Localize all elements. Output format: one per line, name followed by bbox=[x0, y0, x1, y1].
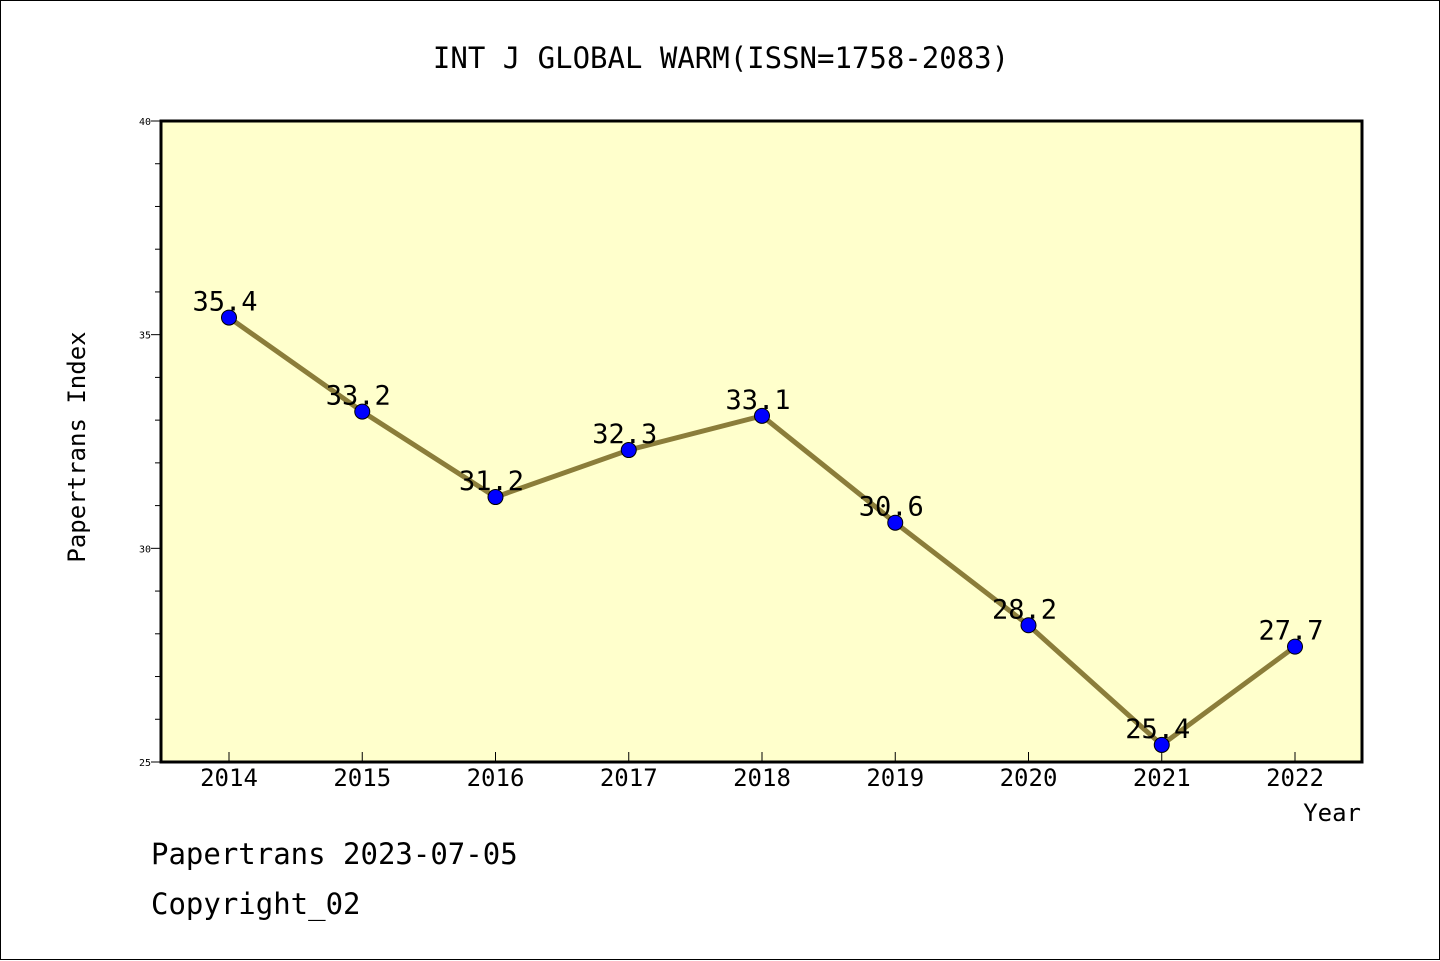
data-point bbox=[754, 407, 770, 424]
y-tick-label: 30 bbox=[139, 544, 151, 555]
x-tick-label: 2022 bbox=[1266, 764, 1324, 792]
data-point bbox=[1153, 736, 1170, 753]
y-tick-label: 25 bbox=[139, 758, 151, 769]
y-tick-label: 35 bbox=[139, 331, 151, 342]
y-tick-label: 40 bbox=[139, 117, 151, 128]
chart-title: INT J GLOBAL WARM(ISSN=1758-2083) bbox=[433, 41, 1009, 75]
data-label: 35.4 bbox=[192, 287, 257, 318]
x-tick-label: 2018 bbox=[733, 764, 791, 792]
data-point bbox=[1287, 638, 1303, 655]
x-axis-ticks: 2014 2015 2016 2017 2018 2019 2020 2021 2022 bbox=[200, 752, 1324, 792]
footer-date-text: Papertrans 2023-07-05 bbox=[151, 837, 518, 871]
x-tick-label: 2021 bbox=[1133, 764, 1191, 792]
x-tick-label: 2016 bbox=[467, 764, 525, 792]
series-points-group bbox=[221, 309, 1303, 753]
x-axis-label: Year bbox=[1303, 799, 1361, 827]
data-point bbox=[887, 514, 904, 531]
data-label: 25.4 bbox=[1125, 714, 1190, 745]
x-tick-label: 2019 bbox=[866, 764, 924, 792]
y-axis-label: Papertrans Index bbox=[63, 331, 91, 562]
data-point bbox=[221, 309, 237, 326]
data-label: 27.7 bbox=[1258, 616, 1323, 647]
data-labels-group: 35.4 33.2 31.2 32.3 33.1 30.6 28.2 25.4 27.7 bbox=[192, 287, 1323, 745]
x-tick-label: 2015 bbox=[333, 764, 391, 792]
data-point bbox=[487, 489, 504, 506]
data-point bbox=[354, 403, 371, 420]
footer-copyright-text: Copyright_02 bbox=[151, 887, 361, 921]
x-tick-label: 2017 bbox=[600, 764, 658, 792]
data-point bbox=[620, 442, 637, 459]
data-label: 32.3 bbox=[592, 419, 657, 450]
data-label: 33.2 bbox=[326, 381, 391, 412]
y-axis-ticks: 25 30 35 40 bbox=[139, 117, 161, 769]
data-label: 30.6 bbox=[859, 492, 924, 523]
data-label: 31.2 bbox=[459, 466, 524, 497]
data-label: 33.1 bbox=[725, 385, 790, 416]
x-tick-label: 2014 bbox=[200, 764, 258, 792]
data-label: 28.2 bbox=[992, 594, 1057, 625]
plot-area bbox=[159, 119, 1364, 764]
x-tick-label: 2020 bbox=[1000, 764, 1058, 792]
data-point bbox=[1020, 617, 1037, 634]
